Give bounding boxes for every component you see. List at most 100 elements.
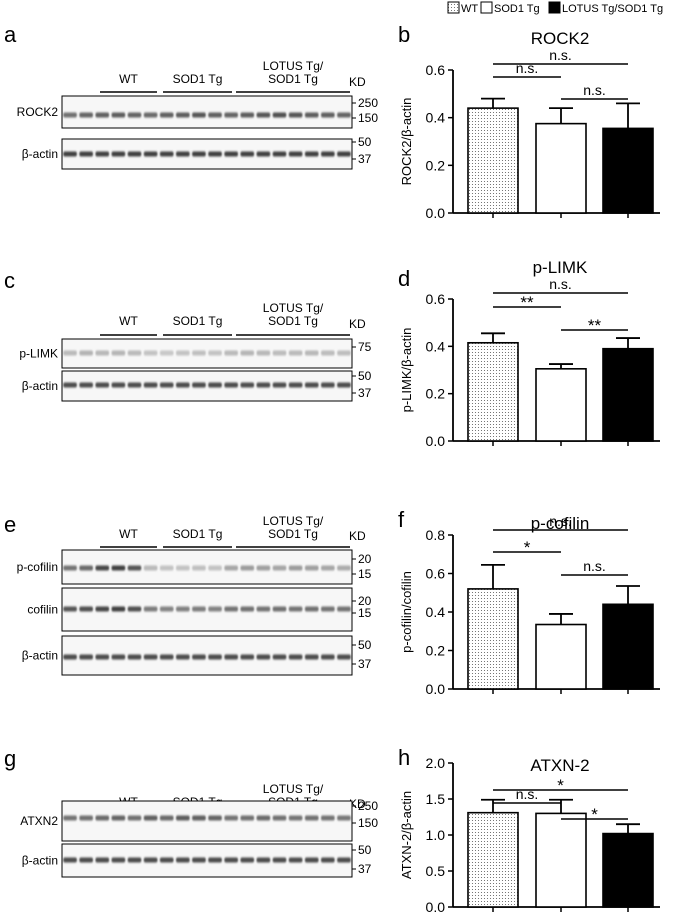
marker-label: 50 bbox=[358, 135, 372, 149]
y-axis-label: p-cofilin/cofilin bbox=[399, 571, 414, 653]
chart-f: f p-cofilin p-cofilin/cofilin 0.0 0.2 0.4 0.6 0… bbox=[398, 507, 660, 697]
blot-band bbox=[240, 382, 255, 388]
group-label: SOD1 Tg bbox=[173, 527, 223, 541]
blot-band bbox=[337, 606, 351, 612]
blot-band bbox=[304, 382, 319, 388]
blot-band bbox=[175, 565, 190, 571]
blot-band bbox=[320, 654, 335, 660]
blot-band bbox=[192, 565, 206, 571]
y-tick-label: 1.5 bbox=[426, 791, 446, 807]
marker-label: 37 bbox=[358, 862, 372, 876]
significance-label: n.s. bbox=[583, 82, 606, 98]
marker-label: 150 bbox=[358, 816, 378, 830]
group-label: WT bbox=[119, 314, 138, 328]
blot-band bbox=[175, 382, 190, 388]
blot-band bbox=[320, 857, 335, 863]
blot-band bbox=[320, 350, 335, 356]
blot-band bbox=[111, 382, 126, 388]
blot-band bbox=[304, 815, 319, 821]
blot-band bbox=[304, 857, 319, 863]
blot-band bbox=[272, 382, 287, 388]
y-tick-label: 0.6 bbox=[426, 566, 446, 582]
blot-band bbox=[224, 382, 239, 388]
blot-band bbox=[95, 857, 110, 863]
protein-label: β-actin bbox=[22, 854, 58, 868]
marker-label: 20 bbox=[358, 552, 372, 566]
blot-band bbox=[79, 382, 94, 388]
blot-band bbox=[320, 151, 335, 157]
blot-band bbox=[320, 815, 335, 821]
blot-band bbox=[143, 606, 158, 612]
blot-band bbox=[304, 350, 319, 356]
blot-band bbox=[337, 151, 351, 157]
protein-label: β-actin bbox=[22, 147, 58, 161]
marker-label: 250 bbox=[358, 96, 378, 110]
blot-band bbox=[224, 565, 239, 571]
group-label: LOTUS Tg/ bbox=[263, 59, 324, 73]
blot-band bbox=[192, 382, 206, 388]
kd-label: KD bbox=[349, 529, 366, 543]
blot-band bbox=[256, 112, 271, 118]
blot-band bbox=[63, 654, 77, 660]
blot-band bbox=[111, 815, 126, 821]
significance-label: n.s. bbox=[549, 47, 572, 63]
blot-band bbox=[288, 112, 303, 118]
chart-title: p-cofilin bbox=[531, 514, 590, 533]
blot-band bbox=[63, 606, 77, 612]
bar-sod1 bbox=[535, 368, 587, 442]
blot-band bbox=[79, 565, 94, 571]
blot-band bbox=[79, 112, 94, 118]
blot-band bbox=[63, 857, 77, 863]
blot-band bbox=[175, 654, 190, 660]
blot-band bbox=[143, 815, 158, 821]
blot-band bbox=[111, 565, 126, 571]
blot-band bbox=[304, 151, 319, 157]
y-tick-label: 0.0 bbox=[426, 681, 446, 697]
blot-band bbox=[175, 606, 190, 612]
blot-band bbox=[272, 606, 287, 612]
bar-charts: b ROCK2 ROCK2/β-actin 0.0 0.2 0.4 0.6 n.s. n.s. n… bbox=[398, 22, 660, 915]
blot-band bbox=[143, 350, 158, 356]
blot-frame bbox=[61, 95, 353, 129]
chart-b: b ROCK2 ROCK2/β-actin 0.0 0.2 0.4 0.6 n.s. n.s. n… bbox=[398, 22, 660, 221]
blot-band bbox=[159, 350, 174, 356]
blot-frame bbox=[61, 138, 353, 170]
panel-letter: b bbox=[398, 22, 410, 47]
blot-frame bbox=[61, 587, 353, 632]
blot-band bbox=[127, 815, 142, 821]
blot-band bbox=[95, 565, 110, 571]
blot-band bbox=[320, 382, 335, 388]
blot-panel: ATXN2 250 150 bbox=[20, 799, 378, 842]
group-label: SOD1 Tg bbox=[173, 72, 223, 86]
chart-d: d p-LIMK p-LIMK/β-actin 0.0 0.2 0.4 0.6 n.s. ** *… bbox=[398, 258, 660, 449]
blot-frame bbox=[61, 338, 353, 369]
blot-band bbox=[256, 654, 271, 660]
blot-band bbox=[111, 151, 126, 157]
blot-band bbox=[224, 112, 239, 118]
blot-band bbox=[304, 606, 319, 612]
blot-band bbox=[79, 815, 94, 821]
blot-band bbox=[272, 654, 287, 660]
protein-label: cofilin bbox=[27, 603, 58, 617]
blot-band bbox=[79, 857, 94, 863]
blot-band bbox=[337, 565, 351, 571]
y-tick-label: 0.0 bbox=[426, 899, 446, 915]
blot-band bbox=[159, 815, 174, 821]
blot-band bbox=[175, 112, 190, 118]
blot-band bbox=[337, 350, 351, 356]
blot-band bbox=[288, 382, 303, 388]
blot-band bbox=[127, 112, 142, 118]
blot-band bbox=[143, 857, 158, 863]
legend-label-lotus: LOTUS Tg/SOD1 Tg bbox=[562, 3, 663, 15]
blot-band bbox=[143, 151, 158, 157]
blot-panel: p-LIMK 75 bbox=[19, 338, 372, 369]
significance-label: n.s. bbox=[549, 276, 572, 292]
protein-label: β-actin bbox=[22, 649, 58, 663]
blot-band bbox=[208, 565, 222, 571]
blot-band bbox=[320, 112, 335, 118]
y-tick-label: 0.0 bbox=[426, 433, 446, 449]
blot-band bbox=[272, 857, 287, 863]
